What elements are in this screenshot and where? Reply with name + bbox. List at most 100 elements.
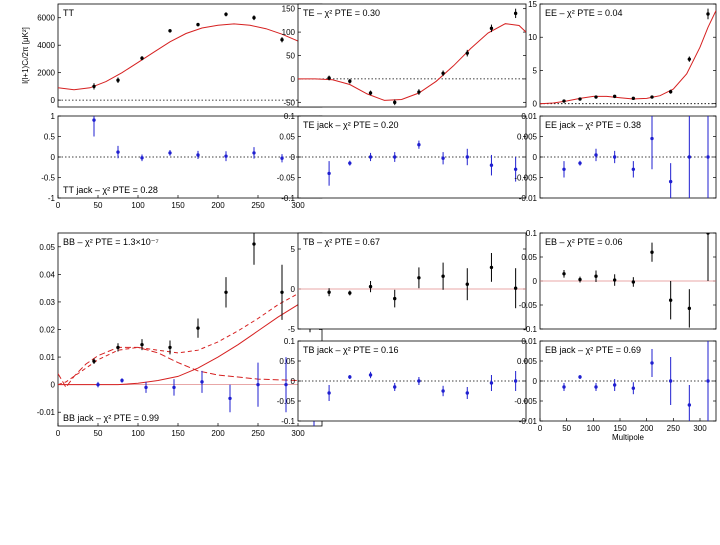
plot-area: [298, 253, 526, 309]
plot-area: [540, 8, 716, 105]
data-point: [441, 71, 445, 75]
data-point: [252, 242, 256, 246]
plot-area: [58, 12, 322, 101]
data-point: [513, 286, 518, 290]
y-tick-label: 0: [291, 153, 296, 162]
model-curve-2: [58, 346, 322, 389]
data-point: [687, 57, 692, 61]
y-tick-label: 0: [51, 381, 56, 390]
y-tick-label: 10: [528, 33, 537, 42]
panel-label: EB jack – χ² PTE = 0.69: [545, 345, 641, 355]
panel-frame: [57, 232, 323, 427]
data-point: [92, 359, 96, 363]
y-tick-label: 0.04: [39, 270, 55, 279]
data-point: [168, 29, 172, 33]
y-tick-label: 0.05: [279, 133, 295, 142]
x-axis-label: Multipole: [612, 433, 645, 442]
data-point: [172, 385, 176, 390]
panel-label: BB jack – χ² PTE = 0.99: [63, 413, 159, 423]
panel-title: TB – χ² PTE = 0.67: [303, 237, 380, 247]
panel-title: BB – χ² PTE = 1.3×10⁻⁷: [63, 237, 159, 247]
data-point: [348, 291, 352, 295]
x-tick-label: 200: [640, 424, 654, 433]
data-point: [706, 379, 710, 383]
data-point: [280, 290, 284, 294]
data-point: [280, 156, 284, 160]
panel-frame: [57, 3, 323, 108]
data-point: [393, 100, 397, 105]
y-tick-label: -0.005: [514, 397, 537, 406]
plot-area: [298, 8, 526, 106]
data-point: [224, 12, 228, 16]
x-tick-label: 150: [613, 424, 627, 433]
y-tick-label: -0.005: [514, 174, 537, 183]
y-tick-label: 0.5: [44, 133, 56, 142]
data-point: [578, 97, 582, 101]
data-point: [252, 151, 256, 155]
data-point: [513, 167, 518, 171]
data-point: [465, 51, 469, 55]
y-tick-label: 0.05: [279, 357, 295, 366]
data-point: [594, 153, 598, 157]
data-point: [393, 385, 397, 389]
y-tick-label: 15: [528, 0, 537, 9]
data-point: [562, 272, 566, 276]
data-point: [687, 306, 692, 311]
y-tick-label: 0.1: [526, 229, 538, 238]
data-point: [284, 382, 288, 387]
y-tick-label: 150: [282, 5, 296, 14]
y-tick-label: 0.1: [284, 112, 296, 121]
data-point: [96, 382, 100, 387]
data-point: [706, 233, 710, 235]
y-tick-label: 6000: [37, 14, 55, 23]
y-tick-label: 1: [51, 112, 56, 121]
data-point: [144, 385, 148, 390]
data-point: [650, 361, 654, 365]
y-tick-label: 0: [291, 377, 296, 386]
x-tick-label: 0: [56, 429, 61, 438]
x-tick-label: 100: [131, 201, 145, 210]
data-point: [612, 383, 617, 387]
panel-label: EE jack – χ² PTE = 0.38: [545, 120, 641, 130]
y-tick-label: 4000: [37, 41, 55, 50]
data-point: [650, 95, 654, 99]
y-tick-label: 2000: [37, 69, 55, 78]
data-point: [92, 118, 96, 122]
y-tick-label: 0.05: [39, 243, 55, 252]
data-point: [327, 76, 331, 80]
data-point: [368, 155, 373, 159]
data-point: [327, 171, 331, 176]
data-point: [650, 136, 654, 141]
data-point: [417, 143, 421, 147]
x-tick-label: 300: [291, 429, 305, 438]
data-point: [252, 16, 256, 20]
panel-label: TB jack – χ² PTE = 0.16: [303, 345, 399, 355]
data-point: [687, 155, 692, 159]
data-point: [92, 84, 96, 89]
data-point: [417, 379, 421, 383]
panel-label: TE jack – χ² PTE = 0.20: [303, 120, 399, 130]
y-tick-label: 0.03: [39, 298, 55, 307]
y-tick-label: -0.1: [523, 325, 537, 334]
x-tick-label: 150: [171, 429, 185, 438]
panel-frame: [539, 3, 717, 108]
data-point: [578, 161, 582, 165]
data-point: [578, 277, 582, 282]
y-tick-label: 0.01: [521, 337, 537, 346]
y-tick-label: -0.01: [519, 194, 538, 203]
data-point: [224, 154, 228, 158]
panel-title: EE – χ² PTE = 0.04: [545, 8, 623, 18]
y-tick-label: 5: [533, 66, 538, 75]
data-point: [116, 78, 120, 82]
panel-eb: -0.1 -0.05 0 0.05 0.1 EB – χ² PTE = 0.06: [519, 229, 717, 334]
y-tick-label: 0.01: [521, 112, 537, 121]
x-tick-label: 0: [56, 201, 61, 210]
data-point: [168, 345, 172, 350]
x-tick-label: 300: [291, 201, 305, 210]
y-tick-label: 0.02: [39, 326, 55, 335]
panel-te: -50 0 50 100 150 TE – χ² PTE = 0.30: [282, 3, 527, 108]
data-point: [489, 265, 494, 270]
x-tick-label: 250: [251, 429, 265, 438]
data-point: [631, 167, 636, 171]
